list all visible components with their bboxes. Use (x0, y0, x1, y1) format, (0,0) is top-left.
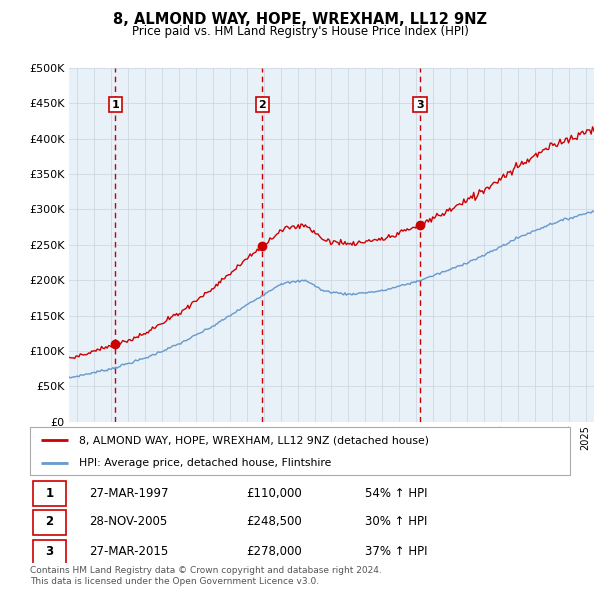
Text: £248,500: £248,500 (246, 516, 302, 529)
FancyBboxPatch shape (30, 427, 570, 475)
Text: £278,000: £278,000 (246, 545, 302, 558)
Text: 30% ↑ HPI: 30% ↑ HPI (365, 516, 427, 529)
Text: 1: 1 (46, 487, 53, 500)
Text: 1: 1 (112, 100, 119, 110)
Text: 8, ALMOND WAY, HOPE, WREXHAM, LL12 9NZ: 8, ALMOND WAY, HOPE, WREXHAM, LL12 9NZ (113, 12, 487, 27)
FancyBboxPatch shape (33, 510, 66, 535)
Text: Price paid vs. HM Land Registry's House Price Index (HPI): Price paid vs. HM Land Registry's House … (131, 25, 469, 38)
Text: £110,000: £110,000 (246, 487, 302, 500)
FancyBboxPatch shape (33, 540, 66, 564)
Text: Contains HM Land Registry data © Crown copyright and database right 2024.
This d: Contains HM Land Registry data © Crown c… (30, 566, 382, 586)
Text: 27-MAR-2015: 27-MAR-2015 (89, 545, 169, 558)
Text: 2: 2 (46, 516, 53, 529)
Text: HPI: Average price, detached house, Flintshire: HPI: Average price, detached house, Flin… (79, 458, 331, 468)
Text: 2: 2 (259, 100, 266, 110)
FancyBboxPatch shape (33, 481, 66, 506)
Text: 37% ↑ HPI: 37% ↑ HPI (365, 545, 427, 558)
Text: 54% ↑ HPI: 54% ↑ HPI (365, 487, 427, 500)
Text: 8, ALMOND WAY, HOPE, WREXHAM, LL12 9NZ (detached house): 8, ALMOND WAY, HOPE, WREXHAM, LL12 9NZ (… (79, 435, 428, 445)
Text: 27-MAR-1997: 27-MAR-1997 (89, 487, 169, 500)
Text: 28-NOV-2005: 28-NOV-2005 (89, 516, 167, 529)
Text: 3: 3 (46, 545, 53, 558)
Text: 3: 3 (416, 100, 424, 110)
